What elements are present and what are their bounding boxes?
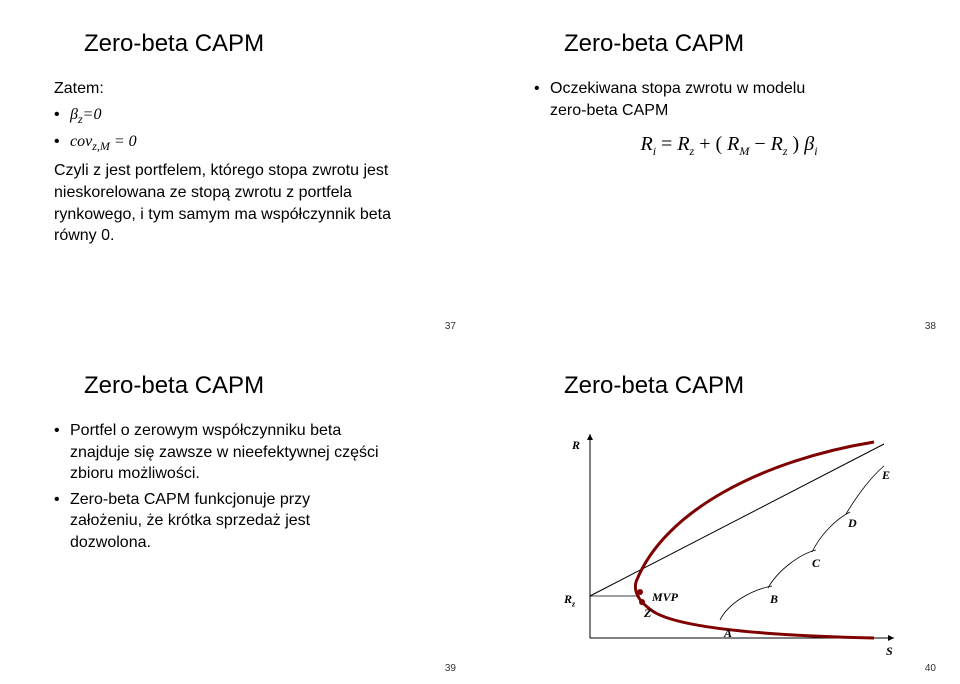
slide-37: Zero-beta CAPM Zatem: βz=0 covz,M = 0 Cz…	[0, 0, 480, 342]
chart-label-B: B	[770, 592, 778, 607]
slide-39: Zero-beta CAPM Portfel o zerowym współcz…	[0, 342, 480, 684]
capm-formula: Ri = Rz + ( RM − Rz ) βi	[534, 131, 924, 159]
bullet-list: βz=0 covz,M = 0	[54, 104, 444, 155]
slide-title: Zero-beta CAPM	[84, 30, 444, 58]
chart-label-Z: Z	[644, 606, 651, 621]
chart-label-S: S	[886, 644, 893, 659]
slide-body: Portfel o zerowym współczynniku beta zna…	[54, 420, 444, 558]
slide-title: Zero-beta CAPM	[564, 372, 924, 400]
chart-label-Rz: Rz	[564, 592, 575, 608]
page-number: 38	[925, 321, 936, 332]
chart-label-E: E	[882, 468, 890, 483]
slide-38: Zero-beta CAPM Oczekiwana stopa zwrotu w…	[480, 0, 960, 342]
slide-body: Zatem: βz=0 covz,M = 0 Czyli z jest port…	[54, 78, 444, 247]
efficient-frontier-chart: RRzMVPZABCDES	[564, 420, 904, 650]
page-number: 39	[445, 663, 456, 674]
bullet-item: Zero-beta CAPM funkcjonuje przy założeni…	[54, 489, 384, 554]
preline: Zatem:	[54, 78, 444, 100]
bullet-item: βz=0	[54, 104, 444, 127]
chart-label-R: R	[572, 438, 580, 453]
chart-label-A: A	[724, 626, 732, 641]
bullet-item: covz,M = 0	[54, 131, 444, 154]
chart-label-MVP: MVP	[652, 590, 678, 605]
slide-40: Zero-beta CAPM R Rz MVPZ A B C D E S 40	[480, 342, 960, 684]
slide-body: Oczekiwana stopa zwrotu w modelu zero-be…	[534, 78, 924, 159]
bullet-list: Oczekiwana stopa zwrotu w modelu zero-be…	[534, 78, 924, 121]
slide-title: Zero-beta CAPM	[84, 372, 444, 400]
slide-title: Zero-beta CAPM	[564, 30, 924, 58]
paragraph: Czyli z jest portfelem, którego stopa zw…	[54, 160, 394, 246]
chart-label-D: D	[848, 516, 857, 531]
chart-svg	[564, 420, 904, 650]
bullet-item: Portfel o zerowym współczynniku beta zna…	[54, 420, 384, 485]
page-number: 40	[925, 663, 936, 674]
bullet-item: Oczekiwana stopa zwrotu w modelu zero-be…	[534, 78, 834, 121]
bullet-list: Portfel o zerowym współczynniku beta zna…	[54, 420, 444, 554]
chart-label-C: C	[812, 556, 820, 571]
page-number: 37	[445, 321, 456, 332]
